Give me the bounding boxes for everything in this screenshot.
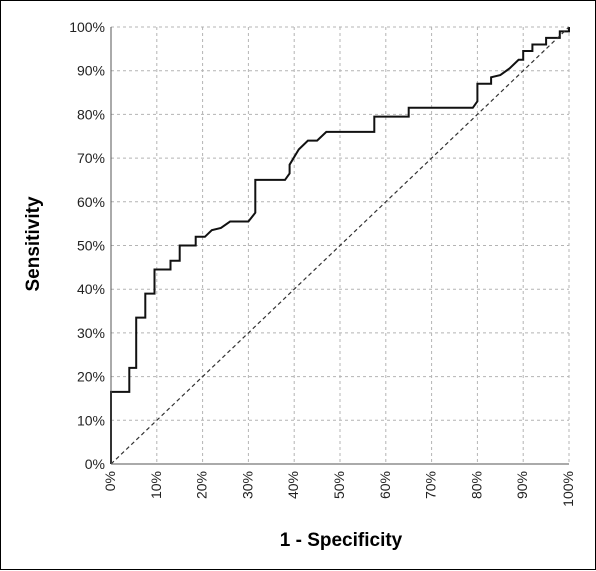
y-tick-label: 70% (77, 150, 105, 166)
axes (110, 27, 569, 465)
reference-diagonal-line (110, 26, 570, 465)
x-tick-label: 70% (423, 471, 439, 499)
y-tick-label: 20% (77, 369, 105, 385)
x-tick-label: 60% (377, 471, 393, 499)
y-tick-label: 40% (77, 281, 105, 297)
x-tick-label: 90% (514, 471, 530, 499)
y-tick-label: 100% (69, 19, 105, 35)
x-tick-labels: 0% 10% 20% 30% 40% 50% 60% 70% 80% 90% 100% (102, 471, 576, 507)
x-tick-label: 50% (331, 471, 347, 499)
roc-curve-line (110, 27, 570, 464)
y-tick-label: 10% (77, 412, 105, 428)
series-group (110, 26, 570, 465)
y-tick-label: 60% (77, 194, 105, 210)
y-tick-label: 30% (77, 325, 105, 341)
x-tick-label: 40% (285, 471, 301, 499)
x-axis-title: 1 - Specificity (280, 530, 403, 551)
y-tick-labels: 0% 10% 20% 30% 40% 50% 60% 70% 80% 90% 100% (69, 19, 105, 472)
y-tick-label: 50% (77, 238, 105, 254)
x-tick-label: 10% (148, 471, 164, 499)
x-tick-label: 100% (560, 471, 576, 507)
x-tick-label: 80% (468, 471, 484, 499)
grid-lines (111, 26, 570, 464)
y-tick-label: 80% (77, 106, 105, 122)
x-tick-label: 20% (194, 471, 210, 499)
y-axis-title: Sensitivity (23, 196, 44, 291)
y-tick-label: 0% (85, 456, 105, 472)
x-tick-label: 0% (102, 471, 118, 491)
x-tick-label: 30% (239, 471, 255, 499)
y-tick-label: 90% (77, 63, 105, 79)
